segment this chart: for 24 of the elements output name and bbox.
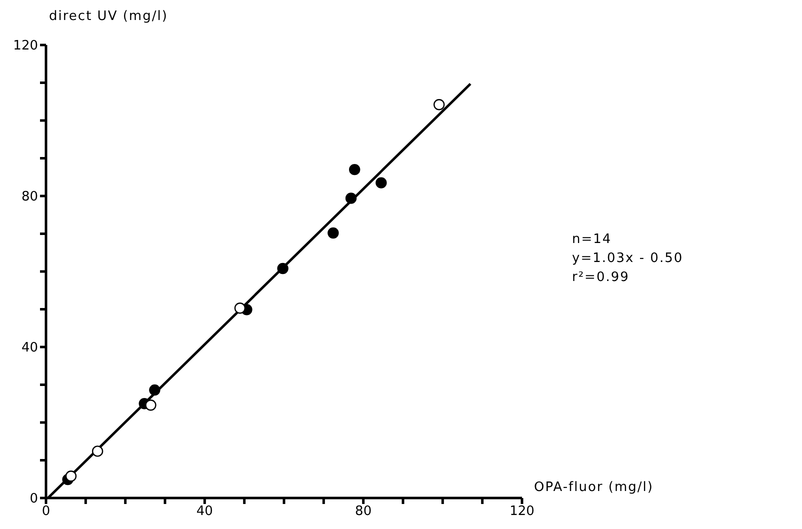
y-tick-label: 40	[21, 340, 38, 356]
x-tick-label: 40	[196, 504, 213, 520]
x-tick-label: 80	[355, 504, 372, 520]
y-tick-label: 0	[30, 492, 38, 507]
point	[349, 164, 360, 176]
x-tick-label: 120	[510, 504, 534, 520]
point	[433, 99, 445, 110]
point	[277, 262, 288, 274]
text: n=14	[572, 232, 612, 247]
point	[328, 227, 339, 239]
point	[149, 384, 160, 396]
x-axis-title: OPA-fluor (mg/l)	[534, 480, 654, 495]
point	[65, 470, 77, 482]
point	[145, 400, 156, 411]
point	[376, 177, 387, 188]
point	[345, 192, 357, 204]
y-axis-title: direct UV (mg/l)	[49, 9, 168, 24]
y-tick-label: 80	[21, 190, 38, 205]
x-tick-label: 0	[42, 504, 50, 520]
point	[92, 446, 104, 457]
text: r²=0.99	[572, 270, 630, 285]
point	[234, 302, 246, 314]
y-tick-label: 120	[13, 38, 38, 54]
text: y=1.03x - 0.50	[572, 251, 684, 266]
